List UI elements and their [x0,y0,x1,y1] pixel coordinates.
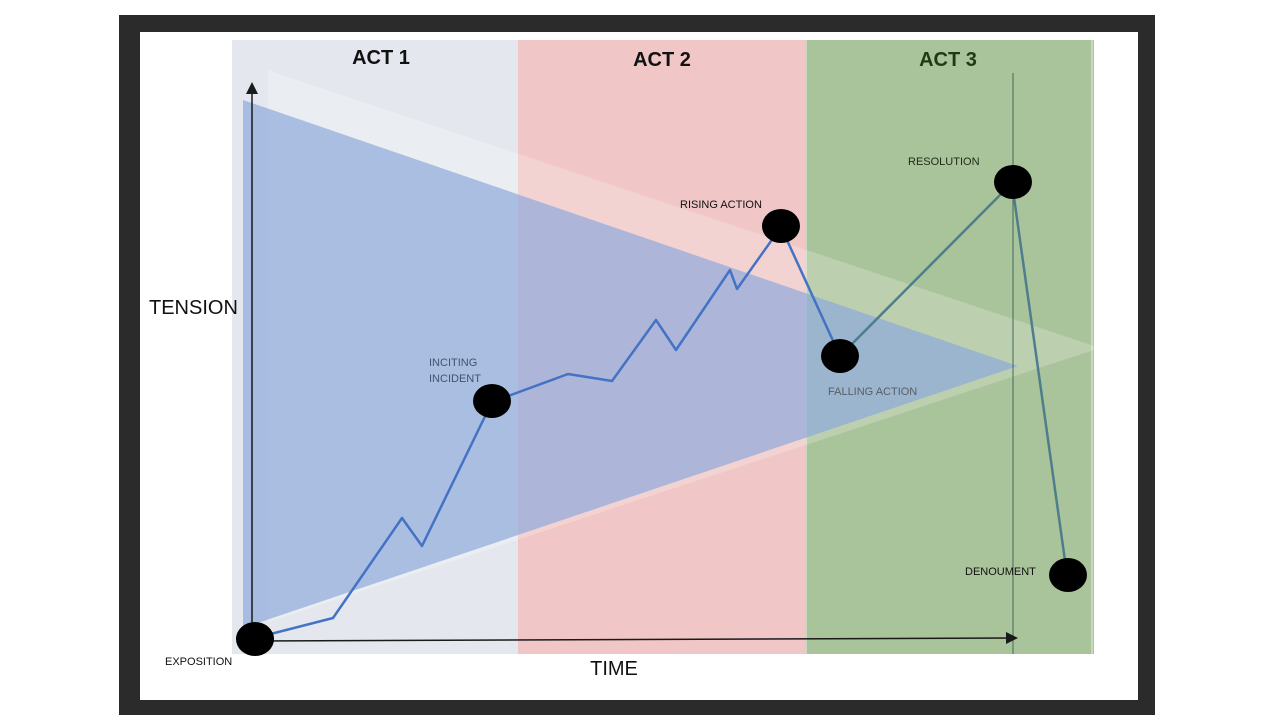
exposition-label: EXPOSITION [165,656,232,668]
inciting-incident-label: INCITING INCIDENT [429,357,481,385]
resolution-marker [994,165,1032,199]
inciting-incident-label-line-2: INCIDENT [429,373,481,385]
x-axis-label: TIME [590,658,638,680]
falling-action-marker [821,339,859,373]
resolution-label: RESOLUTION [908,156,980,168]
y-axis-label: TENSION [149,297,238,319]
inciting-incident-label-line-1: INCITING [429,357,477,369]
inciting-incident-marker [473,384,511,418]
rising-action-label: RISING ACTION [680,199,762,211]
tension-wedge [243,100,1018,628]
exposition-marker [236,622,274,656]
x-axis [254,632,1018,645]
act-1-title: ACT 1 [352,47,410,69]
rising-action-marker [762,209,800,243]
denoument-marker [1049,558,1087,592]
tension-line [254,225,842,640]
falling-action-label: FALLING ACTION [828,386,917,398]
act-3-title: ACT 3 [919,49,977,71]
denoument-label: DENOUMENT [965,566,1036,578]
act-2-title: ACT 2 [633,49,691,71]
